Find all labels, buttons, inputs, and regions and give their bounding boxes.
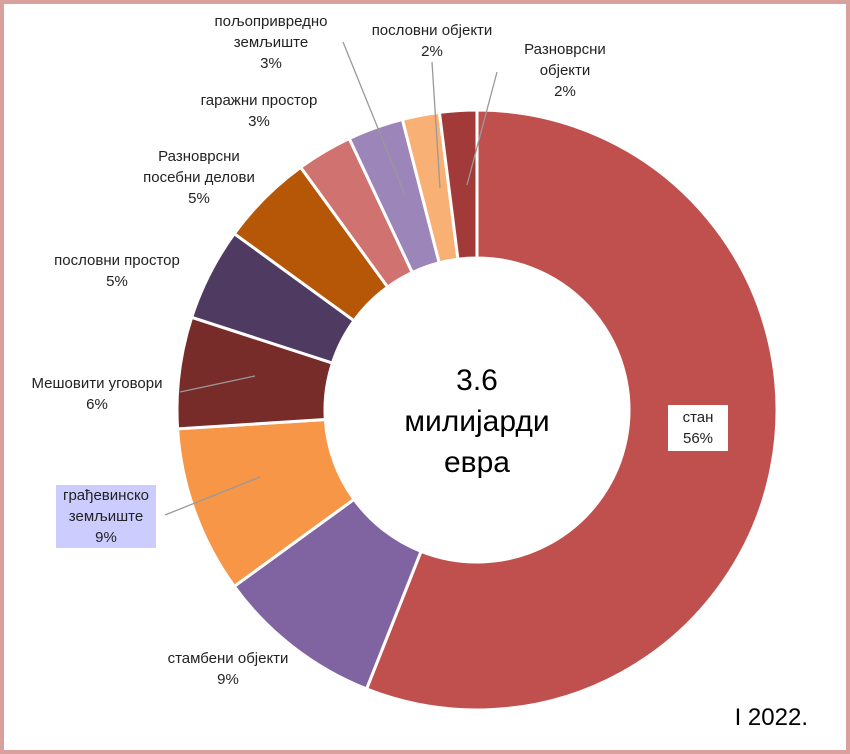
leader-line (342, 41, 406, 196)
slice-label: стамбени објекти 9% (118, 648, 338, 690)
value-label: 3% (260, 55, 282, 72)
category-label: пословни простор (54, 252, 180, 269)
donut-slice (364, 108, 779, 712)
footnote: I 2022. (734, 704, 808, 731)
slice-label: пословни објекти 2% (322, 20, 542, 62)
category-label: пословни објекти (371, 22, 493, 39)
category-label: Разноврсни објекти (524, 41, 606, 79)
category-label: пољопривредно земљиште (214, 13, 328, 51)
leader-line (431, 61, 441, 189)
slice-label: гаражни простор 3% (149, 90, 369, 132)
category-label: Разноврсни посебни делови (143, 148, 255, 186)
category-label: стан (682, 409, 714, 426)
leader-line (164, 476, 261, 516)
donut-slice (437, 108, 479, 261)
value-label: 9% (217, 671, 239, 688)
slice-label: пољопривредно земљиште 3% (204, 11, 339, 74)
leader-line (466, 71, 498, 186)
value-label: 9% (95, 529, 117, 546)
category-label: гаражни простор (200, 92, 318, 109)
slice-label: грађевинско земљиште 9% (56, 485, 156, 548)
category-label: грађевинско земљиште (62, 487, 150, 525)
slice-label: Разноврсни објекти 2% (515, 39, 615, 102)
value-label: 2% (421, 43, 443, 60)
value-label: 5% (188, 190, 210, 207)
value-label: 2% (554, 83, 576, 100)
value-label: 3% (248, 113, 270, 130)
slice-label: Мешовити уговори 6% (0, 373, 207, 415)
slice-label: стан 56% (668, 405, 728, 451)
value-label: 6% (86, 396, 108, 413)
slice-label: Разноврсни посебни делови 5% (134, 146, 264, 209)
leader-line (179, 375, 256, 393)
value-label: 56% (682, 430, 714, 447)
slice-label: пословни простор 5% (7, 250, 227, 292)
value-label: 5% (106, 273, 128, 290)
center-text: 3.6 милијарди евра (404, 364, 550, 479)
category-label: стамбени објекти (167, 650, 289, 667)
category-label: Мешовити уговори (31, 375, 163, 392)
